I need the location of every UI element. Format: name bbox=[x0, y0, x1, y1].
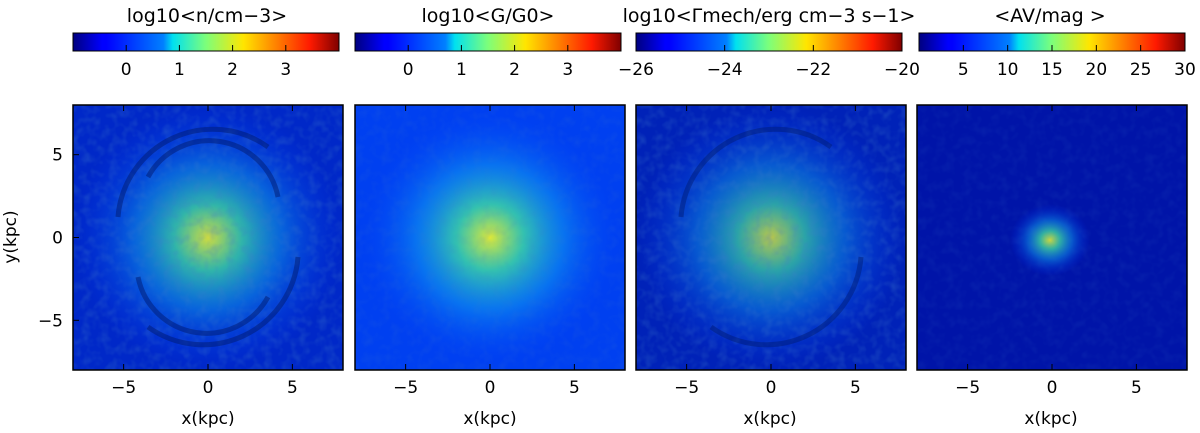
colorbar-ticks-3: −26 −24 −22 −20 bbox=[618, 45, 920, 80]
x-tick-label: 5 bbox=[287, 378, 298, 398]
colorbar-ticks-2: 0 1 2 3 bbox=[403, 45, 573, 80]
colorbar-tick-label: −22 bbox=[795, 60, 831, 80]
x-tick-label: 5 bbox=[850, 378, 861, 398]
colorbar-tick-label: 10 bbox=[997, 60, 1019, 80]
colorbar-tick-label: 0 bbox=[403, 60, 414, 80]
x-axis-label-4: x(kpc) bbox=[1024, 409, 1077, 429]
colorbar-tick-label: 25 bbox=[1130, 60, 1152, 80]
colorbar-3 bbox=[635, 32, 903, 52]
colorbar-1 bbox=[72, 32, 340, 52]
y-axis-label-1: y(kpc) bbox=[1, 210, 21, 263]
colorbar-title-1: log10<n/cm−3> bbox=[127, 5, 287, 27]
x-tick-label: 0 bbox=[766, 378, 777, 398]
x-ticks-3: −5 0 5 bbox=[674, 105, 861, 398]
heatmap-1 bbox=[72, 104, 344, 371]
colorbar-tick-label: 1 bbox=[456, 60, 467, 80]
x-tick-label: −5 bbox=[674, 378, 699, 398]
colorbar-title-3: log10<Γmech/erg cm−3 s−1> bbox=[623, 5, 916, 27]
heatmap-3 bbox=[635, 104, 907, 371]
panel-1: log10<n/cm−3> 0 1 2 3 −5 0 5 5 0 −5 x(kpc) y(kp… bbox=[1, 5, 344, 429]
y-tick-label: 5 bbox=[52, 146, 63, 166]
heatmap-2 bbox=[354, 104, 626, 371]
x-ticks-1: −5 0 5 bbox=[111, 105, 298, 398]
x-tick-label: 0 bbox=[1047, 378, 1058, 398]
colorbar-2 bbox=[354, 32, 622, 52]
x-tick-label: −5 bbox=[111, 378, 136, 398]
panel-4: <AV/mag > 5 10 15 20 25 30 −5 0 5 x(kpc) bbox=[916, 5, 1196, 429]
colorbar-tick-label: 20 bbox=[1086, 60, 1108, 80]
heatmap-4 bbox=[916, 104, 1188, 371]
colorbar-tick-label: 2 bbox=[509, 60, 520, 80]
x-tick-label: −5 bbox=[393, 378, 418, 398]
y-tick-label: −5 bbox=[38, 311, 63, 331]
x-axis-label-3: x(kpc) bbox=[743, 409, 796, 429]
panel-3: log10<Γmech/erg cm−3 s−1> −26 −24 −22 −20 −… bbox=[618, 5, 920, 429]
colorbar-tick-label: 15 bbox=[1041, 60, 1063, 80]
x-axis-label-1: x(kpc) bbox=[181, 409, 234, 429]
x-tick-label: −5 bbox=[955, 378, 980, 398]
x-tick-label: 5 bbox=[1131, 378, 1142, 398]
x-ticks-4: −5 0 5 bbox=[955, 105, 1142, 398]
x-tick-label: 0 bbox=[485, 378, 496, 398]
y-ticks-1: 5 0 −5 bbox=[38, 146, 79, 331]
colorbar-tick-label: 3 bbox=[280, 60, 291, 80]
x-tick-label: 5 bbox=[569, 378, 580, 398]
colorbar-tick-label: 0 bbox=[121, 60, 132, 80]
colorbar-tick-label: −24 bbox=[707, 60, 743, 80]
x-axis-label-2: x(kpc) bbox=[463, 409, 516, 429]
colorbar-tick-label: 1 bbox=[174, 60, 185, 80]
colorbar-tick-label: −26 bbox=[618, 60, 654, 80]
colorbar-title-4: <AV/mag > bbox=[994, 5, 1105, 27]
colorbar-ticks-4: 5 10 15 20 25 30 bbox=[958, 45, 1196, 80]
colorbar-tick-label: 30 bbox=[1174, 60, 1196, 80]
colorbar-ticks-1: 0 1 2 3 bbox=[121, 45, 291, 80]
colorbar-title-2: log10<G/G0> bbox=[422, 5, 555, 27]
colorbar-tick-label: −20 bbox=[884, 60, 920, 80]
colorbar-tick-label: 3 bbox=[562, 60, 573, 80]
x-ticks-2: −5 0 5 bbox=[393, 105, 580, 398]
colorbar-tick-label: 2 bbox=[227, 60, 238, 80]
colorbar-tick-label: 5 bbox=[958, 60, 969, 80]
y-tick-label: 0 bbox=[52, 229, 63, 249]
panel-2: log10<G/G0> 0 1 2 3 −5 0 5 x(kpc) bbox=[354, 5, 626, 429]
x-tick-label: 0 bbox=[203, 378, 214, 398]
